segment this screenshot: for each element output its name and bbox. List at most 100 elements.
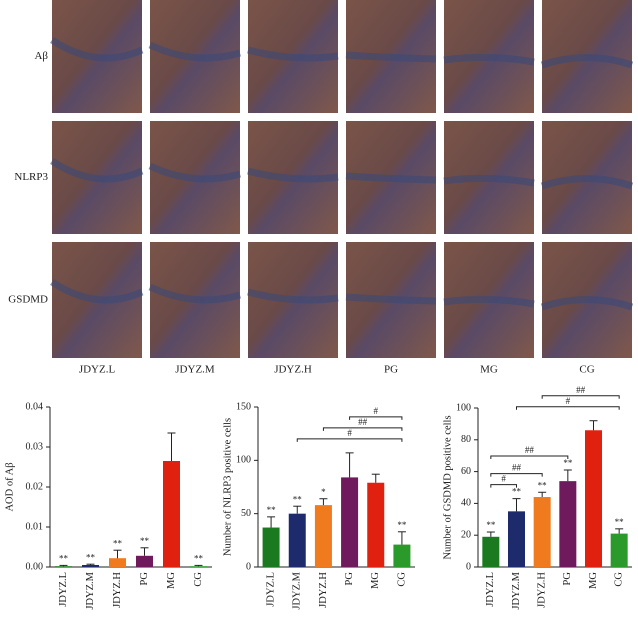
cell-layer	[247, 167, 339, 183]
x-tick-label: PG	[562, 572, 573, 586]
row-label: GSDMD	[8, 294, 48, 306]
x-tick-label: JDYZ.M	[292, 571, 303, 609]
significance: **	[194, 553, 204, 563]
cell-layer	[345, 172, 437, 184]
cell-layer	[540, 54, 634, 69]
bar	[55, 566, 72, 567]
bar	[393, 544, 411, 567]
x-tick-label: JDYZ.H	[537, 572, 548, 608]
bar	[559, 481, 577, 567]
significance: **	[538, 480, 548, 490]
y-tick-label: 40	[461, 498, 471, 509]
bar	[262, 527, 280, 567]
cell-layer	[247, 46, 339, 62]
significance: **	[293, 494, 303, 504]
x-tick-label: PG	[139, 572, 150, 586]
y-tick-label: 60	[461, 466, 471, 477]
significance: **	[86, 552, 96, 562]
bracket	[490, 484, 517, 488]
y-tick-label: 0.00	[26, 561, 44, 572]
y-tick-label: 80	[461, 434, 471, 445]
cell-layer	[345, 51, 437, 63]
bar	[288, 513, 306, 567]
cell-layer	[148, 41, 241, 62]
significance: **	[267, 505, 277, 515]
x-tick-label: JDYZ.L	[58, 572, 69, 607]
bracket	[516, 406, 620, 410]
y-tick-label: 0	[466, 561, 471, 572]
cell-layer	[247, 288, 339, 304]
bar	[190, 566, 207, 567]
bracket-label: #	[374, 406, 379, 416]
y-tick-label: 0.01	[26, 521, 44, 532]
cell-layer	[540, 296, 634, 311]
bracket	[296, 438, 403, 442]
y-tick-label: 50	[241, 508, 251, 519]
cell-layer	[443, 53, 535, 66]
y-tick-label: 100	[456, 402, 471, 413]
bracket	[322, 427, 403, 431]
column-label: PG	[384, 364, 398, 376]
bar	[585, 430, 602, 567]
bracket-label: ##	[512, 463, 522, 473]
bracket-label: ##	[358, 417, 368, 427]
y-axis-title: AOD of Aβ	[4, 462, 15, 511]
bracket	[541, 395, 620, 399]
y-tick-label: 20	[461, 529, 471, 540]
bar	[82, 565, 99, 567]
bracket	[490, 473, 543, 477]
cell-layer	[443, 174, 535, 187]
cell-layer	[443, 295, 535, 308]
bracket-label: ##	[576, 385, 586, 395]
cell-layer	[345, 293, 437, 305]
bracket	[349, 416, 403, 420]
bar	[533, 497, 551, 567]
bar	[508, 511, 525, 567]
x-tick-label: CG	[396, 572, 407, 587]
column-label: JDYZ.H	[274, 364, 312, 376]
y-axis-title: Number of NLRP3 positive cells	[222, 418, 233, 556]
significance: **	[397, 520, 407, 530]
x-tick-label: JDYZ.M	[85, 571, 96, 609]
row-label: NLRP3	[14, 171, 48, 183]
bar	[136, 555, 153, 567]
x-tick-label: JDYZ.L	[265, 572, 276, 607]
bar	[610, 533, 628, 567]
significance: **	[113, 538, 123, 548]
significance: *	[321, 487, 326, 497]
significance: **	[512, 487, 522, 497]
y-tick-label: 150	[236, 401, 251, 412]
cell-layer	[148, 162, 241, 183]
bar	[314, 505, 332, 567]
column-label: MG	[480, 364, 498, 376]
bracket-label: ##	[525, 445, 535, 455]
x-tick-label: MG	[588, 572, 599, 589]
row-label: Aβ	[34, 50, 48, 62]
x-tick-label: JDYZ.H	[112, 572, 123, 608]
x-tick-label: CG	[614, 572, 625, 587]
column-label: JDYZ.L	[79, 364, 116, 376]
cell-layer	[50, 37, 144, 62]
bar	[341, 477, 359, 567]
cell-layer	[50, 158, 144, 183]
x-tick-label: CG	[193, 572, 204, 587]
x-tick-label: JDYZ.H	[318, 572, 329, 608]
x-tick-label: MG	[166, 572, 177, 589]
x-tick-label: JDYZ.L	[485, 572, 496, 607]
bar	[109, 558, 126, 567]
x-tick-label: JDYZ.M	[511, 571, 522, 609]
significance: **	[615, 517, 625, 527]
significance: **	[563, 458, 573, 468]
significance: **	[486, 520, 496, 530]
significance: **	[59, 553, 69, 563]
bar	[367, 482, 385, 567]
bracket-label: #	[501, 474, 506, 484]
bracket-label: #	[566, 396, 571, 406]
y-tick-label: 0	[246, 561, 251, 572]
y-axis-title: Number of GSDMD positive cells	[442, 415, 453, 559]
significance: **	[140, 536, 150, 546]
column-label: CG	[579, 364, 594, 376]
cell-layer	[148, 283, 241, 304]
x-tick-label: PG	[344, 572, 355, 586]
bar	[163, 461, 180, 567]
